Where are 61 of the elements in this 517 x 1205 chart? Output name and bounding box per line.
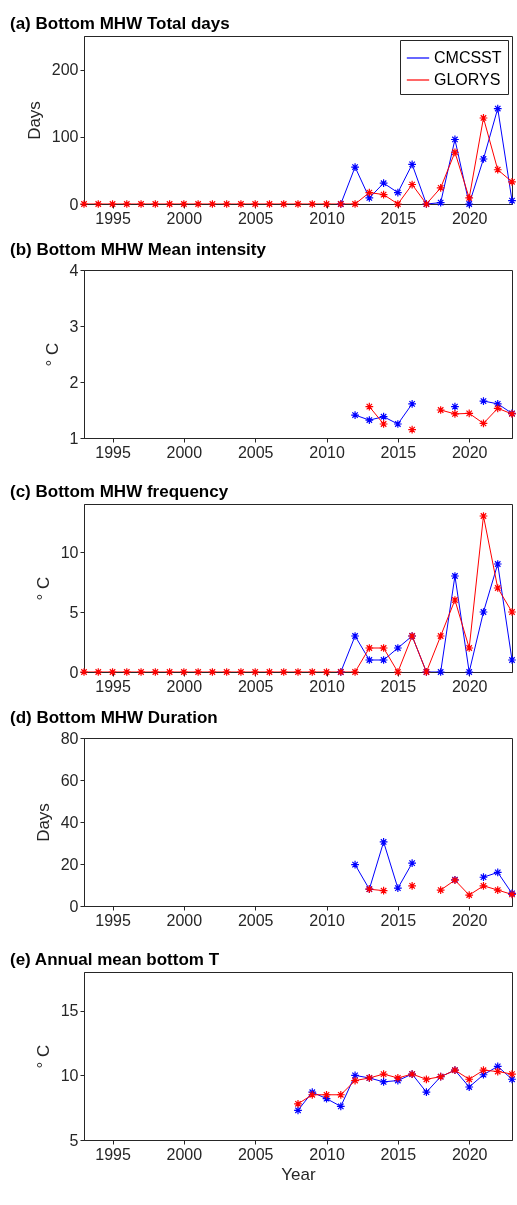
y-tick-label: 0 <box>69 195 79 213</box>
x-tick-label: 2000 <box>166 1145 203 1163</box>
y-tick-label: 40 <box>60 813 79 831</box>
x-axis-title: Year <box>281 1164 317 1184</box>
y-tick-label: 10 <box>60 1066 79 1084</box>
chart-title: (d) Bottom MHW Duration <box>10 708 218 727</box>
y-axis-title: Days <box>24 101 44 140</box>
y-tick-label: 2 <box>69 373 79 391</box>
x-tick-label: 2010 <box>309 677 345 695</box>
x-tick-label: 2005 <box>237 911 274 929</box>
x-tick-label: 2020 <box>451 443 488 461</box>
x-tick-label: 2000 <box>166 677 203 695</box>
y-axis-title: ° C <box>33 1044 53 1069</box>
y-tick-label: 80 <box>60 729 79 747</box>
y-tick-label: 200 <box>51 61 79 79</box>
x-tick-label: 2015 <box>380 1145 417 1163</box>
x-tick-label: 2020 <box>451 209 488 227</box>
x-tick-label: 1995 <box>95 911 131 929</box>
x-tick-label: 2010 <box>309 443 345 461</box>
legend-label: CMCSST <box>434 49 502 66</box>
chart-title: (c) Bottom MHW frequency <box>10 482 229 501</box>
x-tick-label: 1995 <box>95 443 131 461</box>
chart-title: (b) Bottom MHW Mean intensity <box>10 240 267 259</box>
y-tick-label: 5 <box>69 1131 79 1149</box>
x-tick-label: 2015 <box>380 911 417 929</box>
x-tick-label: 2020 <box>451 911 488 929</box>
chart-title: (a) Bottom MHW Total days <box>10 14 230 33</box>
y-axis-title: ° C <box>42 342 62 367</box>
x-tick-label: 2000 <box>166 209 203 227</box>
chart-title: (e) Annual mean bottom T <box>10 950 220 969</box>
x-tick-label: 2015 <box>380 443 417 461</box>
x-tick-label: 2005 <box>237 443 274 461</box>
y-tick-label: 0 <box>69 897 79 915</box>
x-tick-label: 2005 <box>237 677 274 695</box>
y-tick-label: 20 <box>60 855 79 873</box>
y-tick-label: 3 <box>69 317 79 335</box>
y-axis-title: Days <box>33 803 53 842</box>
x-tick-label: 1995 <box>95 209 131 227</box>
y-tick-label: 0 <box>69 663 79 681</box>
y-tick-label: 1 <box>69 429 79 447</box>
x-tick-label: 2015 <box>380 677 417 695</box>
x-tick-label: 2010 <box>309 209 345 227</box>
x-tick-label: 2020 <box>451 677 488 695</box>
y-tick-label: 15 <box>60 1002 79 1020</box>
x-tick-label: 2010 <box>309 1145 345 1163</box>
x-tick-label: 2020 <box>451 1145 488 1163</box>
x-tick-label: 2000 <box>166 443 203 461</box>
y-axis-title: ° C <box>33 576 53 601</box>
x-tick-label: 2005 <box>237 209 274 227</box>
x-tick-label: 2010 <box>309 911 345 929</box>
legend-label: GLORYS <box>434 71 501 88</box>
y-tick-label: 100 <box>51 128 79 146</box>
x-tick-label: 2005 <box>237 1145 274 1163</box>
y-tick-label: 4 <box>69 261 79 279</box>
x-tick-label: 2015 <box>380 209 417 227</box>
x-tick-label: 1995 <box>95 1145 131 1163</box>
y-tick-label: 60 <box>60 771 79 789</box>
x-tick-label: 2000 <box>166 911 203 929</box>
y-tick-label: 10 <box>60 543 79 561</box>
x-tick-label: 1995 <box>95 677 131 695</box>
y-tick-label: 5 <box>69 603 79 621</box>
